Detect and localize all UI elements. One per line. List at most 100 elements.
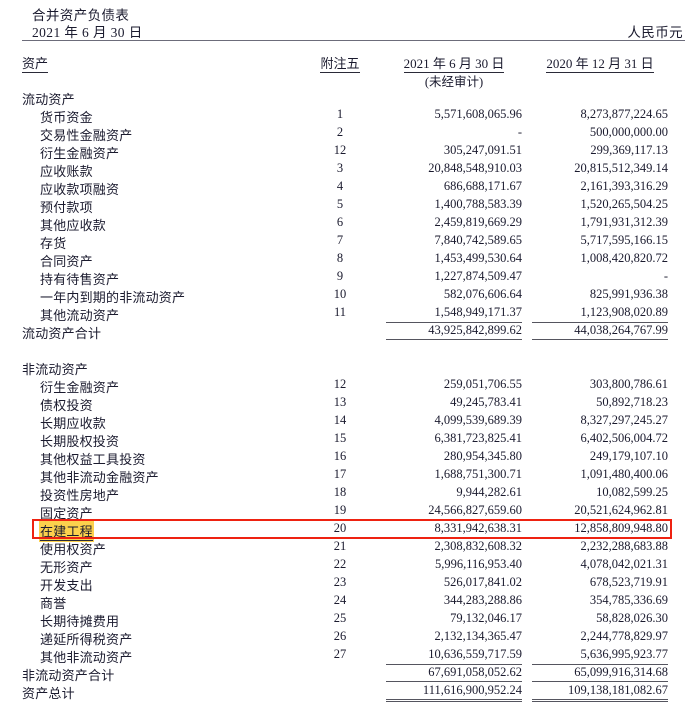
column-header-previous-period: 2020 年 12 月 31 日 [546, 56, 654, 73]
row-label: 长期待摊费用 [40, 614, 120, 629]
row-value-previous-period: 2,232,288,683.88 [580, 539, 669, 553]
header-divider [22, 40, 685, 41]
table-row: 衍生金融资产 12 259,051,706.55 303,800,786.61 [0, 376, 700, 395]
row-note-number: 12 [333, 143, 347, 157]
row-value-previous-period: 303,800,786.61 [589, 377, 668, 391]
table-row: 存货 7 7,840,742,589.65 5,717,595,166.15 [0, 232, 700, 251]
row-label: 非流动资产 [22, 362, 89, 377]
row-value-current-period: 43,925,842,899.62 [386, 322, 522, 340]
row-value-current-period: 305,247,091.51 [443, 143, 522, 157]
row-note-number: 17 [333, 467, 347, 481]
row-note-number: 23 [333, 575, 347, 589]
table-row: 固定资产 19 24,566,827,659.60 20,521,624,962.81 [0, 502, 700, 521]
row-value-previous-period: - [663, 269, 668, 283]
row-value-previous-period: 8,327,297,245.27 [580, 413, 669, 427]
row-value-previous-period: 825,991,936.38 [589, 287, 668, 301]
row-note-number: 20 [333, 521, 347, 535]
row-value-previous-period: 2,244,778,829.97 [580, 629, 669, 643]
row-value-previous-period: 1,520,265,504.25 [580, 197, 669, 211]
row-note-number: 12 [333, 377, 347, 391]
row-value-current-period: 4,099,539,689.39 [434, 413, 523, 427]
table-row: 商誉 24 344,283,288.86 354,785,336.69 [0, 592, 700, 611]
row-value-previous-period: 299,369,117.13 [590, 143, 668, 157]
table-row: 其他应收款 6 2,459,819,669.29 1,791,931,312.39 [0, 214, 700, 233]
row-label: 其他权益工具投资 [40, 452, 146, 467]
row-value-previous-period: 1,791,931,312.39 [580, 215, 669, 229]
row-value-previous-period: 58,828,026.30 [596, 611, 668, 625]
row-note-number: 5 [336, 197, 344, 211]
row-note-number: 1 [336, 107, 344, 121]
row-note-number: 7 [336, 233, 344, 247]
row-value-previous-period: 1,008,420,820.72 [580, 251, 669, 265]
table-row: 非流动资产合计 67,691,058,052.62 65,099,916,314.6… [0, 664, 700, 683]
report-date: 2021 年 6 月 30 日 [32, 25, 143, 40]
row-label: 商誉 [40, 596, 67, 611]
row-note-number: 8 [336, 251, 344, 265]
row-label: 其他应收款 [40, 218, 107, 233]
row-label: 其他流动资产 [40, 308, 120, 323]
table-row: 长期待摊费用 25 79,132,046.17 58,828,026.30 [0, 610, 700, 629]
table-row: 债权投资 13 49,245,783.41 50,892,718.23 [0, 394, 700, 413]
balance-sheet-page: 合并资产负债表 2021 年 6 月 30 日 人民币元 资产 附注五 2021… [22, 8, 685, 702]
column-header-current-period-note: (未经审计) [424, 75, 484, 89]
row-label: 应收账款 [40, 164, 93, 179]
row-label: 开发支出 [40, 578, 93, 593]
row-value-current-period: 5,571,608,065.96 [434, 107, 523, 121]
table-row: 应收款项融资 4 686,688,171.67 2,161,393,316.29 [0, 178, 700, 197]
row-value-previous-period: 1,091,480,400.06 [580, 467, 669, 481]
row-note-number: 27 [333, 647, 347, 661]
row-value-previous-period: 1,123,908,020.89 [580, 305, 669, 319]
row-label: 预付款项 [40, 200, 93, 215]
row-value-current-period: 10,636,559,717.59 [428, 647, 522, 661]
page-title: 合并资产负债表 [32, 8, 130, 23]
row-value-previous-period: 50,892,718.23 [596, 395, 668, 409]
currency-unit: 人民币元 [627, 25, 683, 40]
row-value-previous-period: 10,082,599.25 [596, 485, 668, 499]
row-value-previous-period: 20,521,624,962.81 [574, 503, 668, 517]
row-value-previous-period: 65,099,916,314.68 [532, 664, 668, 682]
table-row: 交易性金融资产 2 - 500,000,000.00 [0, 124, 700, 143]
row-value-current-period: 1,548,949,171.37 [434, 305, 523, 319]
row-label: 长期应收款 [40, 416, 107, 431]
row-label: 应收款项融资 [40, 182, 120, 197]
table-row: 其他非流动金融资产 17 1,688,751,300.71 1,091,480,400… [0, 466, 700, 485]
row-value-current-period: 20,848,548,910.03 [428, 161, 522, 175]
row-label: 其他非流动资产 [40, 650, 133, 665]
row-note-number: 21 [333, 539, 347, 553]
row-value-previous-period: 109,138,181,082.67 [532, 683, 668, 702]
table-row: 长期股权投资 15 6,381,723,825.41 6,402,506,004.72 [0, 430, 700, 449]
table-row: 投资性房地产 18 9,944,282.61 10,082,599.25 [0, 484, 700, 503]
row-value-previous-period: 4,078,042,021.31 [580, 557, 669, 571]
balance-sheet-rows: 流动资产 货币资金 1 5,571,608,065.96 8,273,877,224.6… [0, 88, 700, 702]
row-value-current-period: 280,954,345.80 [443, 449, 522, 463]
column-header-assets: 资产 [22, 56, 49, 73]
row-value-current-period: 1,227,874,509.47 [434, 269, 523, 283]
table-row: 开发支出 23 526,017,841.02 678,523,719.91 [0, 574, 700, 593]
row-value-previous-period: 8,273,877,224.65 [580, 107, 669, 121]
row-value-previous-period: 12,858,809,948.80 [574, 521, 668, 535]
row-value-current-period: 67,691,058,052.62 [386, 664, 522, 682]
row-value-previous-period: 500,000,000.00 [589, 125, 668, 139]
row-label: 其他非流动金融资产 [40, 470, 159, 485]
row-value-previous-period: 5,717,595,166.15 [580, 233, 669, 247]
row-value-previous-period: 249,179,107.10 [589, 449, 668, 463]
row-value-current-period: 2,132,134,365.47 [434, 629, 523, 643]
row-label: 货币资金 [40, 110, 93, 125]
row-note-number: 26 [333, 629, 347, 643]
table-row: 其他权益工具投资 16 280,954,345.80 249,179,107.10 [0, 448, 700, 467]
row-value-current-period: 5,996,116,953.40 [434, 557, 522, 571]
row-note-number: 18 [333, 485, 347, 499]
row-note-number: 24 [333, 593, 347, 607]
row-value-current-period: 582,076,606.64 [443, 287, 522, 301]
row-value-current-period: 6,381,723,825.41 [434, 431, 523, 445]
table-row: 一年内到期的非流动资产 10 582,076,606.64 825,991,936.3… [0, 286, 700, 305]
row-label: 资产总计 [22, 686, 75, 701]
row-label: 持有待售资产 [40, 272, 120, 287]
row-label: 长期股权投资 [40, 434, 120, 449]
row-note-number: 13 [333, 395, 347, 409]
row-value-previous-period: 6,402,506,004.72 [580, 431, 669, 445]
row-value-current-period: 259,051,706.55 [443, 377, 522, 391]
row-value-current-period: 8,331,942,638.31 [434, 521, 523, 535]
row-label: 存货 [40, 236, 67, 251]
row-value-current-period: 2,459,819,669.29 [434, 215, 523, 229]
